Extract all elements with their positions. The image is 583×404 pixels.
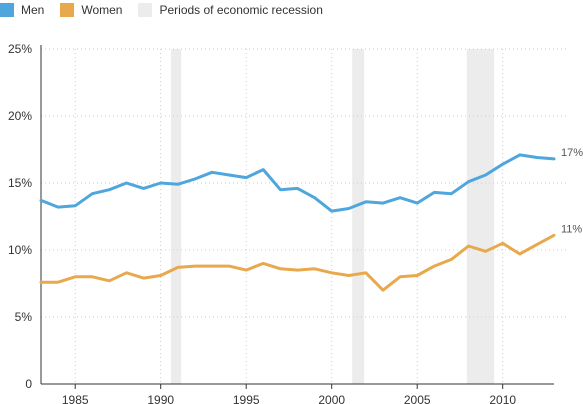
legend-item-women[interactable]: Women — [60, 3, 122, 17]
legend: Men Women Periods of economic recession — [0, 0, 339, 20]
women-swatch — [60, 3, 75, 17]
men-swatch — [0, 3, 14, 17]
x-tick-label-5: 2010 — [489, 393, 516, 404]
end-label-women: 11% — [561, 223, 582, 235]
recession-band-2 — [466, 49, 495, 384]
series-line-women — [39, 233, 556, 292]
end-label-men: 17% — [561, 147, 583, 159]
x-tick-label-4: 2005 — [404, 393, 431, 404]
y-tick-label-3: 15% — [8, 176, 32, 190]
y-tick-label-2: 10% — [8, 243, 32, 257]
x-tick-label-3: 2000 — [318, 393, 345, 404]
legend-item-recession[interactable]: Periods of economic recession — [138, 3, 323, 17]
legend-label-recession: Periods of economic recession — [159, 3, 323, 17]
recession-band-0 — [170, 49, 182, 384]
y-tick-label-0: 0 — [25, 377, 32, 391]
x-tick-label-2: 1995 — [233, 393, 260, 404]
series-line-men — [39, 153, 556, 213]
y-tick-label-1: 5% — [15, 310, 33, 324]
legend-label-women: Women — [81, 3, 123, 17]
y-tick-label-5: 25% — [8, 42, 32, 56]
recession-swatch — [138, 3, 153, 17]
legend-label-men: Men — [21, 3, 45, 17]
x-tick-label-0: 1985 — [62, 393, 89, 404]
legend-item-men[interactable]: Men — [0, 3, 44, 17]
recession-band-1 — [352, 49, 365, 384]
y-tick-label-4: 20% — [8, 109, 32, 123]
x-tick-label-1: 1990 — [147, 393, 174, 404]
